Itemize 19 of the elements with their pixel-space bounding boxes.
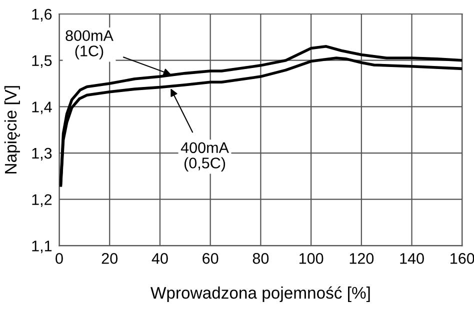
x-tick-label: 0 [56,253,63,264]
x-tick-label: 140 [400,253,424,264]
x-tick-label: 100 [299,253,324,264]
y-axis-title: Napięcie [V] [4,86,20,174]
x-tick-label: 20 [102,253,118,264]
y-tick-label: 1,2 [32,194,52,207]
y-tick-label: 1,6 [32,8,52,22]
annotation: 800mA (1C) [66,30,114,60]
x-tick-label: 120 [350,253,374,264]
x-tick-label: 80 [252,253,269,264]
annotation: 400mA (0,5C) [180,142,229,172]
x-tick-label: 60 [202,253,218,264]
y-tick-label: 1,1 [32,240,52,254]
y-tick-label: 1,4 [32,102,52,114]
y-tick-label: 1,3 [32,148,52,161]
x-axis-title: Wprowadzona pojemność [%] [150,286,370,302]
x-tick-label: 160 [450,253,474,264]
y-tick-label: 1,5 [32,55,52,68]
x-tick-label: 40 [152,253,168,264]
